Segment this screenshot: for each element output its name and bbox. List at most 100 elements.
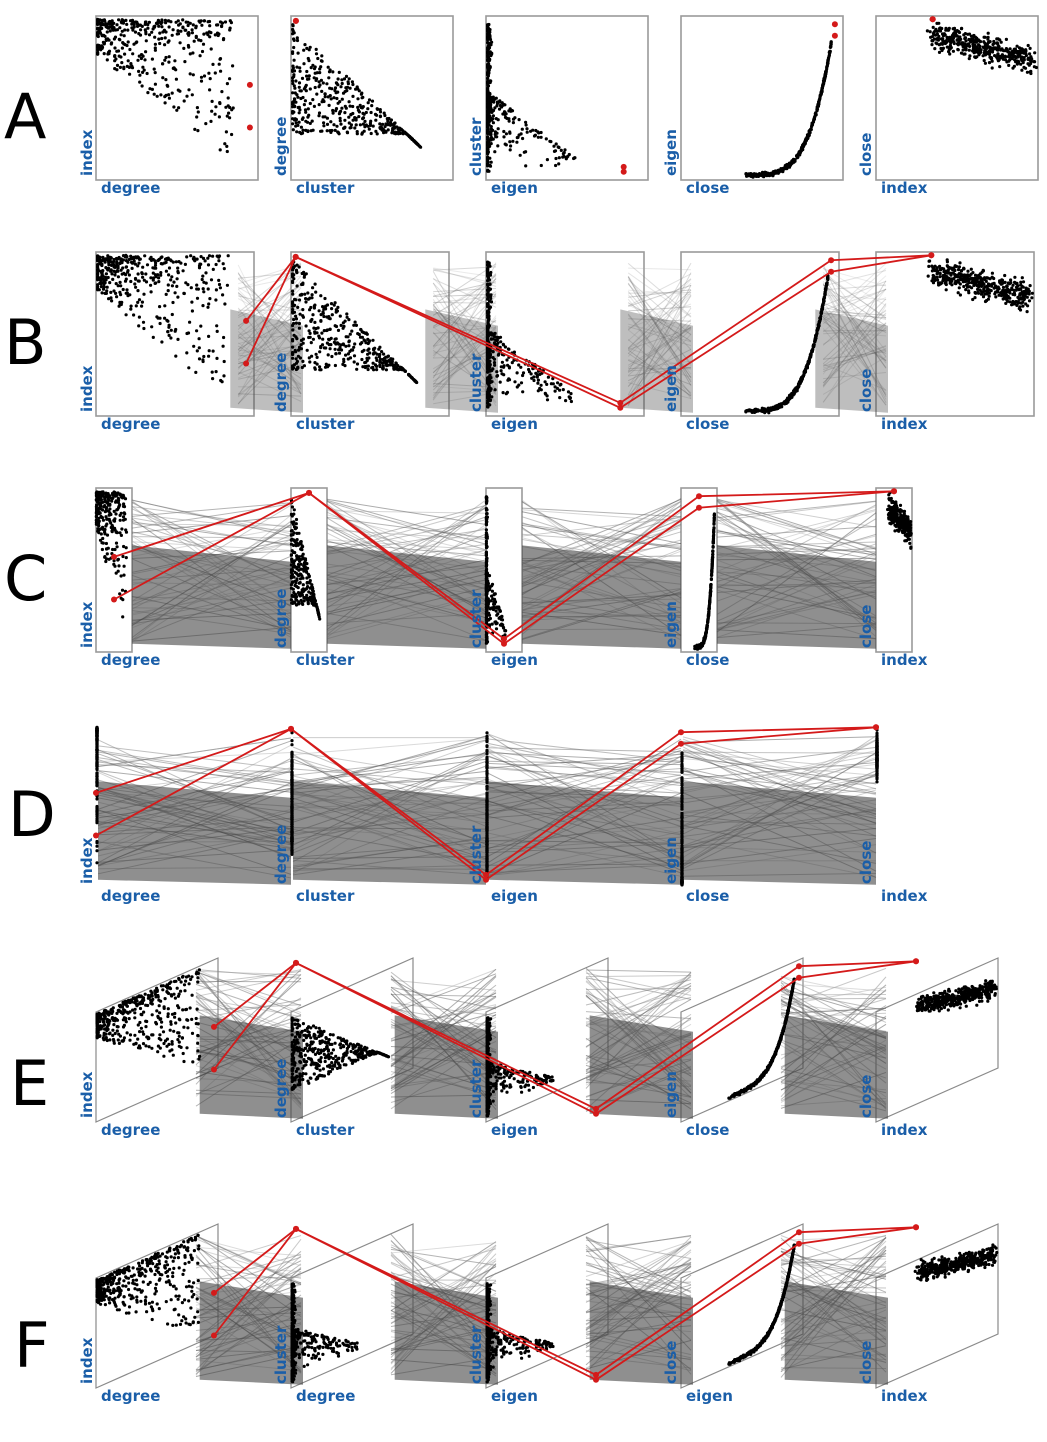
data-point bbox=[801, 374, 805, 378]
data-point bbox=[983, 299, 988, 304]
data-point bbox=[109, 521, 113, 525]
data-point bbox=[340, 78, 344, 82]
data-point bbox=[496, 127, 500, 131]
data-point bbox=[549, 140, 553, 144]
data-point bbox=[1020, 68, 1024, 72]
data-point bbox=[486, 268, 490, 272]
data-point bbox=[367, 98, 372, 102]
data-point bbox=[336, 83, 340, 87]
data-point bbox=[312, 76, 316, 80]
data-point bbox=[207, 19, 212, 24]
data-point bbox=[1014, 55, 1018, 60]
data-point bbox=[312, 104, 316, 108]
data-point bbox=[395, 125, 399, 129]
data-point bbox=[208, 88, 212, 92]
y-axis-label: index bbox=[78, 365, 96, 412]
data-point bbox=[211, 62, 215, 66]
data-point bbox=[986, 291, 990, 295]
data-point bbox=[573, 156, 577, 160]
data-point bbox=[329, 120, 333, 124]
data-point bbox=[208, 77, 212, 81]
data-point bbox=[543, 391, 547, 395]
data-point bbox=[141, 275, 145, 279]
data-point bbox=[813, 112, 818, 116]
data-point bbox=[985, 52, 989, 56]
data-point bbox=[123, 28, 127, 32]
data-point bbox=[110, 272, 114, 276]
data-point bbox=[140, 300, 144, 304]
data-point bbox=[301, 116, 305, 120]
data-point bbox=[312, 306, 316, 310]
data-point bbox=[300, 76, 305, 80]
data-point bbox=[498, 99, 502, 103]
data-point bbox=[928, 259, 932, 263]
data-point bbox=[96, 527, 100, 531]
data-point bbox=[207, 354, 211, 358]
data-point bbox=[308, 45, 312, 49]
data-point bbox=[1025, 70, 1029, 74]
data-point bbox=[104, 272, 108, 276]
data-point bbox=[366, 107, 370, 111]
link-line bbox=[237, 325, 302, 385]
data-point bbox=[486, 114, 490, 118]
link-line bbox=[238, 349, 302, 358]
data-point bbox=[486, 297, 490, 301]
data-point bbox=[345, 312, 349, 316]
data-point bbox=[124, 313, 128, 317]
data-point bbox=[118, 513, 122, 518]
data-point bbox=[294, 118, 298, 122]
data-point bbox=[117, 54, 121, 58]
link-line bbox=[237, 287, 302, 354]
data-point bbox=[336, 101, 340, 105]
data-point bbox=[998, 55, 1002, 59]
data-point bbox=[191, 73, 195, 77]
data-point bbox=[164, 260, 168, 264]
data-point bbox=[170, 284, 174, 288]
data-point bbox=[346, 357, 350, 361]
data-point bbox=[966, 269, 970, 273]
axis-frame bbox=[875, 251, 1035, 417]
data-point bbox=[931, 39, 935, 43]
data-point bbox=[102, 505, 106, 509]
link-line bbox=[432, 262, 497, 400]
data-point bbox=[311, 63, 315, 67]
data-point bbox=[825, 282, 829, 286]
link-line bbox=[237, 371, 302, 402]
data-point bbox=[488, 399, 492, 403]
data-point bbox=[486, 337, 490, 341]
data-point bbox=[945, 35, 949, 39]
data-point bbox=[137, 315, 141, 319]
data-point bbox=[149, 283, 153, 287]
data-point bbox=[945, 45, 949, 49]
data-point bbox=[103, 281, 107, 285]
data-point bbox=[101, 287, 106, 291]
x-axis-label: index bbox=[881, 179, 928, 197]
data-point bbox=[487, 392, 491, 396]
data-point bbox=[113, 273, 117, 277]
data-point bbox=[222, 335, 226, 340]
data-point bbox=[366, 124, 370, 128]
data-point bbox=[213, 33, 217, 37]
data-point bbox=[370, 104, 374, 108]
data-point bbox=[938, 271, 942, 276]
data-point bbox=[530, 376, 534, 380]
data-point bbox=[556, 381, 560, 385]
data-point bbox=[199, 262, 203, 266]
data-point bbox=[131, 255, 136, 259]
data-point bbox=[101, 269, 105, 273]
highlight-point bbox=[246, 81, 253, 88]
data-point bbox=[384, 368, 388, 372]
data-point bbox=[197, 337, 201, 341]
data-point bbox=[957, 35, 961, 39]
data-point bbox=[352, 354, 357, 358]
data-point bbox=[143, 58, 147, 62]
data-point bbox=[176, 271, 180, 275]
data-point bbox=[296, 51, 300, 55]
data-point bbox=[343, 319, 347, 323]
data-point bbox=[126, 269, 130, 273]
data-point bbox=[114, 282, 118, 286]
data-point bbox=[952, 41, 956, 46]
data-point bbox=[951, 49, 956, 53]
data-point bbox=[311, 98, 315, 102]
data-point bbox=[124, 273, 128, 277]
